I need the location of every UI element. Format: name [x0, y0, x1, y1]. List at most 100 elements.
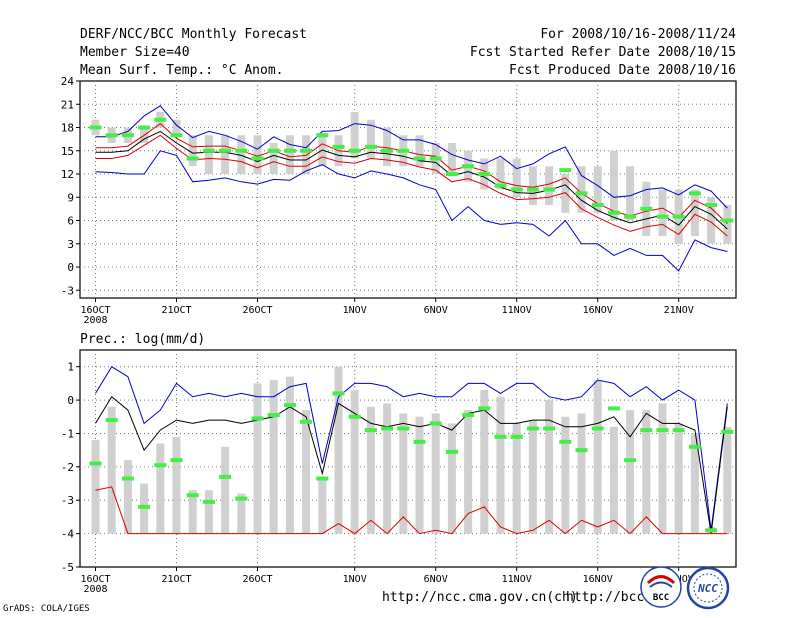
url-ncc[interactable]: http://ncc.cma.gov.cn(ch): [382, 590, 578, 605]
member-marker: [186, 493, 199, 498]
member-marker: [138, 125, 151, 130]
ensemble-bar: [593, 380, 602, 534]
ensemble-bar: [350, 390, 359, 534]
y-tick-label: 9: [67, 191, 74, 204]
ncc-logo: NCC: [684, 566, 732, 610]
ensemble-bar: [269, 143, 278, 174]
member-marker: [591, 426, 604, 431]
member-marker: [559, 168, 572, 173]
ensemble-bar: [334, 366, 343, 534]
member-marker: [364, 428, 377, 433]
series-mean: [95, 130, 728, 230]
forecast-period: For 2008/10/16-2008/11/24: [540, 27, 736, 42]
member-marker: [235, 496, 248, 501]
member-marker: [364, 144, 377, 149]
member-marker: [607, 406, 620, 411]
ensemble-bar: [690, 433, 699, 534]
precipitation-chart: -5 -4 -3 -2 -1 0 1 16OCT 21OCT 26OCT 1NOV 6NOV 11NOV…: [61, 349, 737, 595]
member-marker: [154, 117, 167, 122]
member-size: Member Size=40: [80, 45, 190, 60]
ensemble-bar: [156, 443, 165, 534]
url-bcc[interactable]: http://bcc.c: [566, 590, 660, 605]
series-lower: [95, 486, 728, 535]
ensemble-bar: [350, 112, 359, 159]
member-marker: [510, 187, 523, 192]
member-marker: [462, 413, 475, 418]
member-marker: [397, 148, 410, 153]
member-marker: [202, 499, 215, 504]
ensemble-bar: [269, 380, 278, 534]
ensemble-bar: [658, 403, 667, 534]
chart-title: DERF/NCC/BCC Monthly Forecast: [80, 27, 307, 42]
ensemble-bar: [172, 119, 181, 136]
ensemble-bar: [577, 413, 586, 534]
y-tick-label: -3: [61, 494, 74, 507]
ensemble-bar: [302, 135, 311, 174]
ensemble-bar: [561, 416, 570, 534]
ensemble-bar: [674, 423, 683, 534]
member-marker: [105, 133, 118, 138]
x-tick-label: 1NOV: [343, 574, 367, 585]
member-marker: [672, 428, 685, 433]
ensemble-bar: [366, 406, 375, 534]
ensemble-bar: [447, 423, 456, 534]
x-tick-label: 11NOV: [502, 305, 532, 316]
ensemble-bar: [221, 135, 230, 174]
ensemble-bar: [107, 406, 116, 534]
member-marker: [429, 156, 442, 161]
y-tick-label: 12: [61, 168, 74, 181]
member-marker: [656, 214, 669, 219]
ensemble-bar: [512, 158, 521, 198]
y-tick-label: 15: [61, 145, 74, 158]
ensemble-bar: [285, 135, 294, 174]
series-upper: [95, 105, 728, 209]
grads-credit: GrADS: COLA/IGES: [3, 604, 90, 614]
ensemble-bar: [188, 490, 197, 534]
ensemble-bar: [366, 119, 375, 159]
ensemble-bar: [431, 413, 440, 534]
y-tick-label: 1: [67, 361, 74, 374]
plot-frame: [79, 349, 737, 568]
x-tick-label: 16OCT: [80, 574, 110, 585]
member-marker: [300, 419, 313, 424]
member-marker: [462, 164, 475, 169]
ensemble-bar: [318, 135, 327, 167]
y-tick-label: -2: [61, 461, 74, 474]
ensemble-bar: [383, 127, 392, 167]
member-marker: [624, 458, 637, 463]
x-tick-label: 26OCT: [242, 574, 272, 585]
ensemble-bar: [528, 166, 537, 205]
ensemble-bar: [253, 135, 262, 174]
member-marker: [381, 148, 394, 153]
x-tick-label: 11NOV: [502, 574, 532, 585]
x-tick-label: 21OCT: [161, 574, 191, 585]
ensemble-bar: [285, 376, 294, 534]
y-tick-label: 21: [61, 98, 74, 111]
member-marker: [672, 214, 685, 219]
ensemble-bar: [577, 166, 586, 213]
precip-title: Prec.: log(mm/d): [80, 332, 206, 347]
member-marker: [721, 429, 734, 434]
series-mean: [95, 395, 728, 534]
member-marker: [202, 148, 215, 153]
start-date: Fcst Started Refer Date 2008/10/15: [469, 45, 736, 60]
member-marker: [235, 148, 248, 153]
ensemble-bar: [512, 423, 521, 534]
member-marker: [575, 448, 588, 453]
member-marker: [559, 439, 572, 444]
y-tick-label: 0: [67, 261, 74, 274]
member-marker: [348, 148, 361, 153]
ensemble-bar: [302, 410, 311, 534]
member-marker: [526, 426, 539, 431]
member-marker: [640, 428, 653, 433]
member-marker: [186, 156, 199, 161]
member-marker: [332, 144, 345, 149]
member-marker: [219, 148, 232, 153]
ensemble-bar: [399, 413, 408, 534]
ensemble-bar: [626, 166, 635, 221]
member-marker: [283, 403, 296, 408]
series-upper: [95, 366, 728, 531]
member-marker: [267, 148, 280, 153]
x-tick-label: 6NOV: [424, 574, 448, 585]
member-marker: [89, 461, 102, 466]
